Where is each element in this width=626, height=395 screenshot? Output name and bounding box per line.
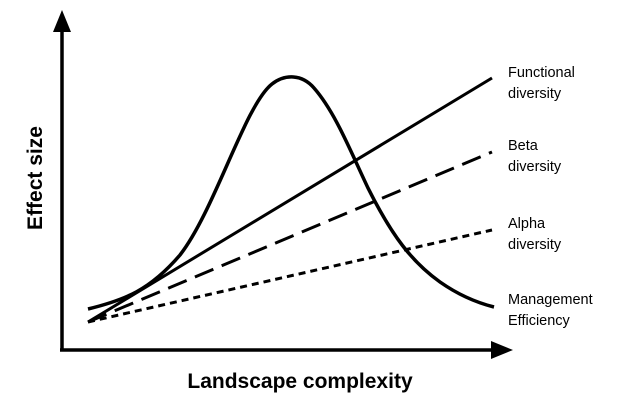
curve-labels: Functional diversity Beta diversity Alph… [508,65,597,329]
alpha-diversity-label-line-1: Alpha [508,216,546,232]
curves [87,75,495,324]
alpha-diversity-label-line-2: diversity [508,237,562,253]
alpha-diversity-label: Alpha diversity [508,216,562,253]
management-efficiency-label-line-2: Efficiency [508,313,571,329]
y-axis-title: Effect size [24,126,47,230]
functional-diversity-label-line-2: diversity [508,86,562,102]
alpha-diversity-curve [87,228,493,324]
management-efficiency-label: Management Efficiency [508,292,597,329]
beta-diversity-label: Beta diversity [508,138,562,175]
management-efficiency-label-line-1: Management [508,292,593,308]
axes [53,10,513,359]
beta-diversity-label-line-2: diversity [508,159,562,175]
functional-diversity-label-line-1: Functional [508,65,575,81]
functional-diversity-label: Functional diversity [508,65,579,102]
x-axis-title: Landscape complexity [187,370,413,393]
beta-diversity-curve [87,150,493,324]
beta-diversity-label-line-1: Beta [508,138,539,154]
x-axis-arrow-icon [491,341,513,359]
management-efficiency-curve [87,75,495,311]
y-axis-arrow-icon [53,10,71,32]
